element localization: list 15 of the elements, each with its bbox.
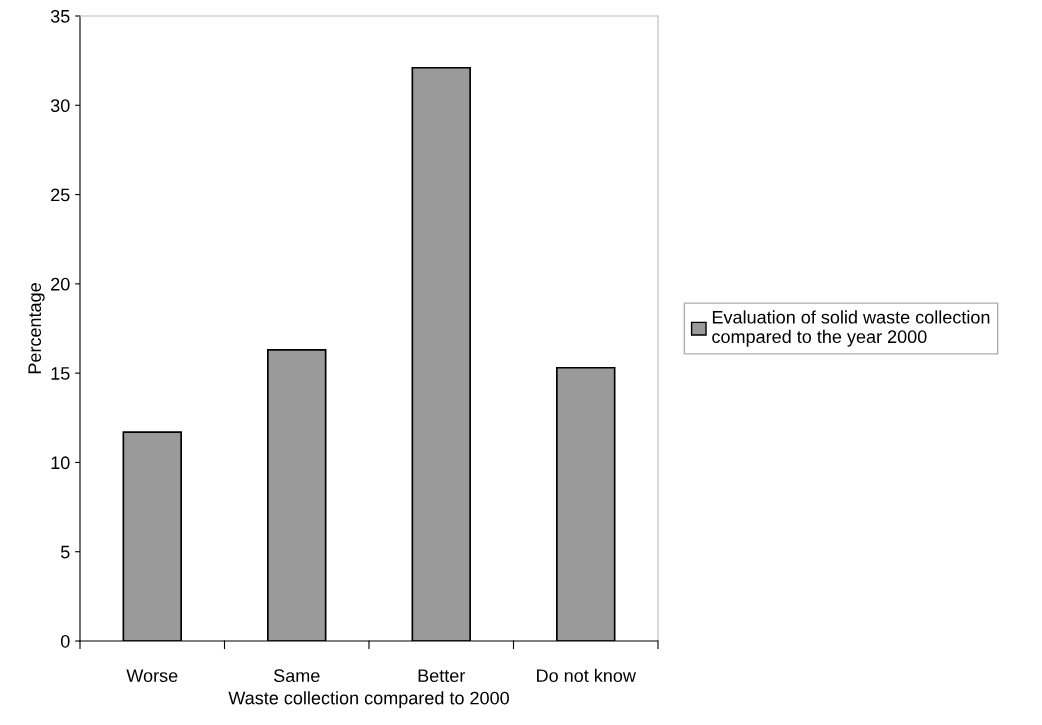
y-tick-label: 25 (51, 188, 70, 202)
y-tick-label: 15 (51, 367, 70, 380)
x-tick-label: Do not know (537, 668, 636, 683)
y-tick-label: 5 (60, 545, 70, 559)
y-axis-title: Percentage (28, 283, 45, 374)
legend-label: Evaluation of solid waste collection compared to the year 2000 (712, 310, 990, 347)
x-axis-title: Waste collection compared to 2000 (228, 691, 509, 708)
y-tick-label: 35 (50, 9, 70, 23)
y-tick-label: 20 (51, 277, 70, 291)
x-tick-label: Same (273, 669, 320, 683)
y-tick-label: 30 (50, 99, 70, 113)
y-tick-label: 0 (60, 634, 70, 648)
y-tick-label: 10 (51, 456, 70, 470)
x-tick-label: Worse (126, 669, 178, 683)
x-tick-label: Better (418, 669, 466, 683)
